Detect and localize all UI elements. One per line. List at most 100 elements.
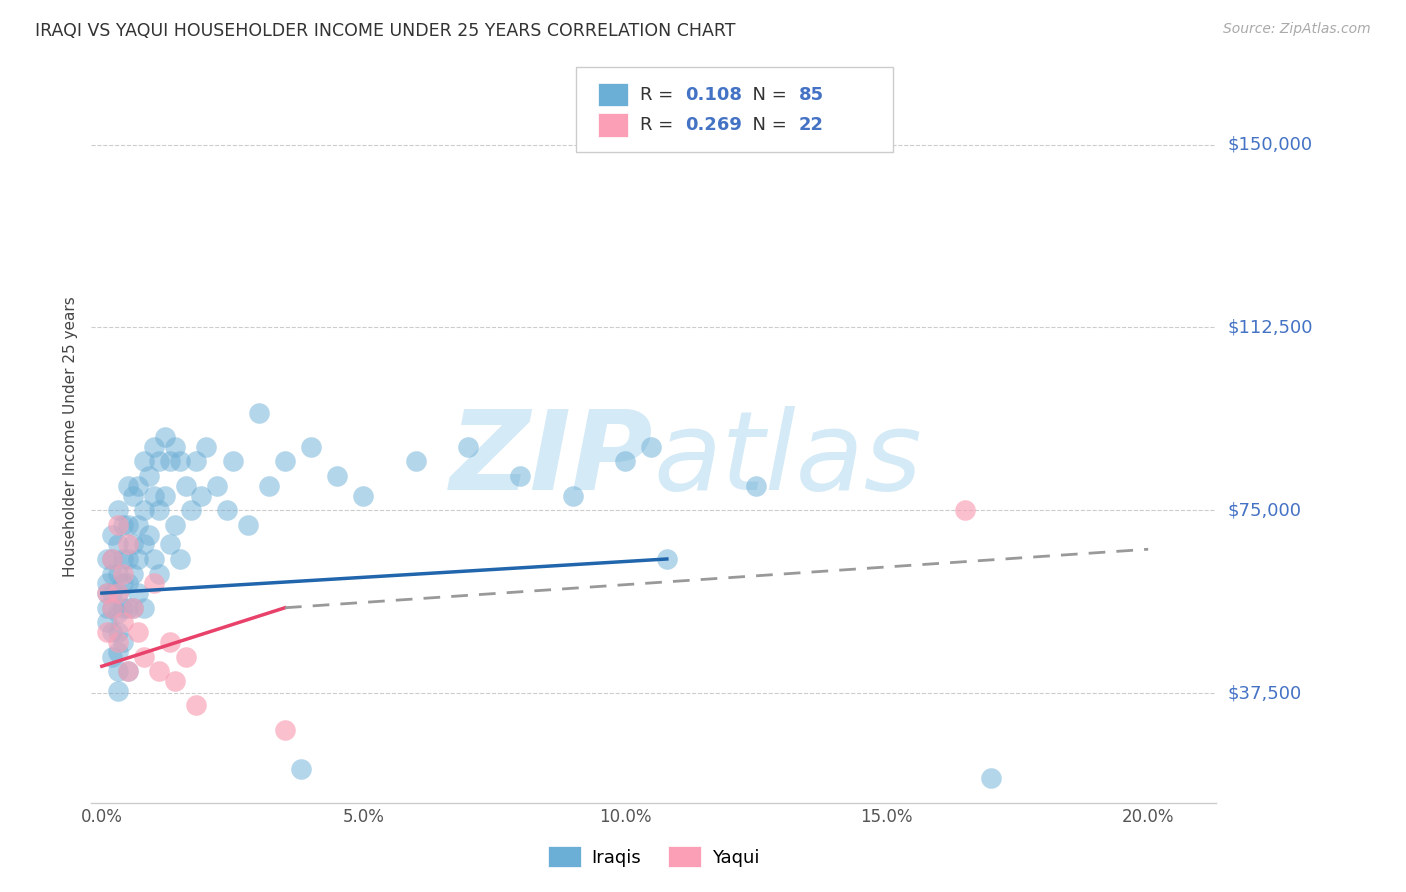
- Point: [159, 454, 181, 468]
- Point: [169, 552, 191, 566]
- Text: $37,500: $37,500: [1227, 684, 1302, 702]
- Text: 22: 22: [799, 116, 824, 134]
- Text: ZIP: ZIP: [450, 406, 654, 513]
- Point: [107, 503, 129, 517]
- Point: [127, 625, 149, 640]
- Point: [148, 566, 170, 581]
- Point: [159, 635, 181, 649]
- Point: [101, 566, 124, 581]
- Point: [299, 440, 322, 454]
- Point: [107, 566, 129, 581]
- Point: [96, 625, 118, 640]
- Text: N =: N =: [741, 86, 793, 103]
- Point: [614, 454, 637, 468]
- Point: [247, 406, 270, 420]
- Point: [405, 454, 427, 468]
- Point: [111, 517, 134, 532]
- Point: [111, 600, 134, 615]
- Point: [127, 552, 149, 566]
- Text: N =: N =: [741, 116, 793, 134]
- Point: [290, 762, 312, 776]
- Point: [745, 479, 768, 493]
- Point: [159, 537, 181, 551]
- Point: [238, 517, 260, 532]
- Point: [96, 600, 118, 615]
- Point: [111, 552, 134, 566]
- Point: [132, 537, 155, 551]
- Point: [122, 489, 145, 503]
- Point: [165, 517, 187, 532]
- Point: [165, 673, 187, 688]
- Point: [153, 489, 176, 503]
- Point: [96, 586, 118, 600]
- Point: [117, 600, 139, 615]
- Point: [153, 430, 176, 444]
- Point: [221, 454, 243, 468]
- Point: [107, 537, 129, 551]
- Text: 0.269: 0.269: [685, 116, 741, 134]
- Point: [148, 664, 170, 678]
- Point: [655, 552, 678, 566]
- Point: [174, 649, 197, 664]
- Point: [117, 537, 139, 551]
- Text: 0.108: 0.108: [685, 86, 742, 103]
- Point: [184, 698, 207, 713]
- Point: [640, 440, 662, 454]
- Point: [107, 625, 129, 640]
- Point: [274, 454, 297, 468]
- Point: [169, 454, 191, 468]
- Text: atlas: atlas: [654, 406, 922, 513]
- Point: [101, 649, 124, 664]
- Text: R =: R =: [640, 116, 679, 134]
- Point: [111, 566, 134, 581]
- Point: [509, 469, 531, 483]
- Point: [127, 517, 149, 532]
- Point: [117, 517, 139, 532]
- Point: [561, 489, 583, 503]
- Point: [180, 503, 202, 517]
- Point: [132, 649, 155, 664]
- Point: [117, 479, 139, 493]
- Point: [326, 469, 349, 483]
- Point: [184, 454, 207, 468]
- Point: [205, 479, 228, 493]
- Point: [132, 600, 155, 615]
- Point: [148, 503, 170, 517]
- Point: [111, 635, 134, 649]
- Text: $112,500: $112,500: [1227, 318, 1313, 336]
- Point: [138, 469, 160, 483]
- Point: [195, 440, 218, 454]
- Text: $75,000: $75,000: [1227, 501, 1302, 519]
- Point: [190, 489, 212, 503]
- Point: [107, 517, 129, 532]
- Point: [127, 479, 149, 493]
- Point: [143, 489, 166, 503]
- Point: [122, 537, 145, 551]
- Point: [117, 664, 139, 678]
- Text: IRAQI VS YAQUI HOUSEHOLDER INCOME UNDER 25 YEARS CORRELATION CHART: IRAQI VS YAQUI HOUSEHOLDER INCOME UNDER …: [35, 22, 735, 40]
- Text: 85: 85: [799, 86, 824, 103]
- Point: [274, 723, 297, 737]
- Y-axis label: Householder Income Under 25 years: Householder Income Under 25 years: [63, 297, 79, 577]
- Point: [111, 576, 134, 591]
- Point: [953, 503, 976, 517]
- Point: [96, 615, 118, 630]
- Point: [138, 527, 160, 541]
- Point: [127, 586, 149, 600]
- Point: [174, 479, 197, 493]
- Point: [165, 440, 187, 454]
- Point: [352, 489, 374, 503]
- Point: [143, 576, 166, 591]
- Point: [132, 454, 155, 468]
- Point: [122, 600, 145, 615]
- Point: [122, 566, 145, 581]
- Point: [107, 586, 129, 600]
- Point: [117, 664, 139, 678]
- Point: [132, 503, 155, 517]
- Point: [980, 772, 1002, 786]
- Text: Source: ZipAtlas.com: Source: ZipAtlas.com: [1223, 22, 1371, 37]
- Legend: Iraqis, Yaqui: Iraqis, Yaqui: [541, 839, 766, 874]
- Point: [101, 600, 124, 615]
- Point: [457, 440, 479, 454]
- Point: [101, 552, 124, 566]
